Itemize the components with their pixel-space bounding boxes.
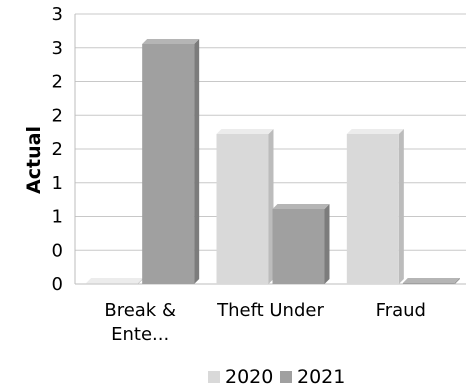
legend-label: 2021 bbox=[297, 366, 345, 388]
y-tick-label: 3 bbox=[52, 38, 63, 59]
y-tick-labels: 0 0 1 1 2 2 2 3 3 bbox=[52, 4, 63, 295]
y-axis-label: Actual bbox=[23, 126, 45, 194]
bar-side bbox=[454, 278, 460, 284]
y-tick-label: 0 bbox=[52, 240, 63, 261]
legend-label: 2020 bbox=[225, 366, 273, 388]
bar-front bbox=[86, 283, 139, 284]
bar-top bbox=[142, 39, 200, 44]
y-tick-label: 1 bbox=[52, 207, 63, 228]
y-tick-label: 1 bbox=[52, 173, 63, 194]
category-label: Fraud bbox=[376, 300, 426, 321]
y-tick-label: 0 bbox=[52, 274, 63, 295]
y-tick-label: 2 bbox=[52, 72, 63, 93]
y-tick-label: 2 bbox=[52, 139, 63, 160]
category-label: Break & bbox=[104, 300, 176, 321]
y-tick-label: 2 bbox=[52, 105, 63, 126]
bar-2020-0 bbox=[86, 278, 144, 284]
category-label: Ente... bbox=[111, 324, 169, 345]
category-labels: Break & Ente... Theft Under Fraud bbox=[104, 300, 426, 345]
legend-swatch-2020 bbox=[208, 371, 220, 383]
bar-top bbox=[346, 129, 404, 134]
bar-front bbox=[216, 134, 269, 284]
bar-top bbox=[86, 278, 144, 283]
bar-top bbox=[272, 204, 330, 209]
bar-side bbox=[194, 39, 200, 284]
bar-side bbox=[138, 278, 144, 284]
bar-top bbox=[216, 129, 274, 134]
category-label: Theft Under bbox=[216, 300, 324, 321]
legend-swatch-2021 bbox=[280, 371, 292, 383]
bars bbox=[86, 39, 460, 284]
bar-front bbox=[346, 134, 399, 284]
bar-2020-1 bbox=[216, 129, 274, 284]
bar-side bbox=[398, 129, 404, 284]
bar-side bbox=[268, 129, 274, 284]
bar-front bbox=[142, 44, 195, 284]
bar-side bbox=[324, 204, 330, 284]
bar-2020-2 bbox=[346, 129, 404, 284]
bar-2021-0 bbox=[142, 39, 200, 284]
bar-2021-2 bbox=[402, 278, 460, 284]
y-tick-label: 3 bbox=[52, 4, 63, 25]
bar-front bbox=[402, 283, 455, 284]
bar-2021-1 bbox=[272, 204, 330, 284]
bar-front bbox=[272, 209, 325, 284]
legend: 2020 2021 bbox=[208, 366, 345, 388]
bar-top bbox=[402, 278, 460, 283]
